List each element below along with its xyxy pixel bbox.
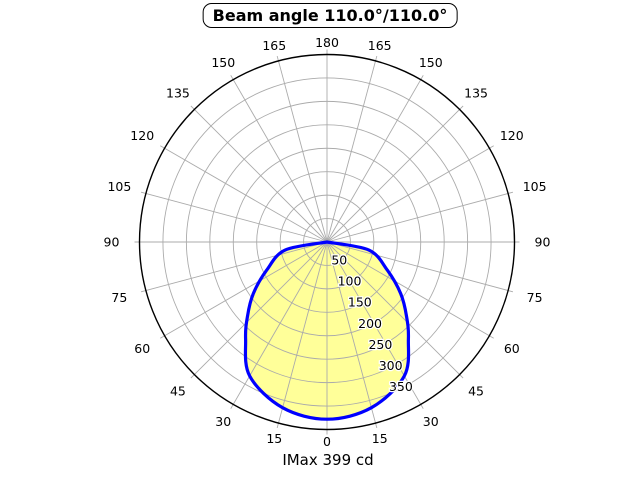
polar-grid-spoke <box>326 75 424 243</box>
angle-tick-label: 165 <box>262 38 286 53</box>
polar-grid-spoke <box>326 55 378 243</box>
radial-tick-label: 200 <box>358 316 382 331</box>
angle-tick-label: 30 <box>215 414 231 429</box>
polar-grid-spoke <box>190 105 328 243</box>
polar-grid-spoke <box>140 191 328 243</box>
angle-tick-label: 120 <box>500 128 524 143</box>
angle-tick-label: 135 <box>464 85 488 100</box>
angle-tick-label: 120 <box>130 128 154 143</box>
radial-tick-label: 300 <box>379 358 403 373</box>
angle-tick-label: 60 <box>134 341 150 356</box>
angle-tick-label: 105 <box>523 179 547 194</box>
polar-grid-spoke <box>160 241 328 339</box>
angle-tick-label: 45 <box>170 384 186 399</box>
polar-grid-spoke <box>140 241 328 293</box>
polar-grid-spoke <box>230 75 328 243</box>
angle-tick-label: 0 <box>323 434 331 449</box>
angle-tick-label: 30 <box>423 414 439 429</box>
angle-tick-label: 75 <box>527 290 543 305</box>
angle-tick-label: 45 <box>468 384 484 399</box>
outer-circle <box>138 53 516 431</box>
polar-grid-spoke <box>276 55 328 243</box>
angle-tick-label: 135 <box>166 85 190 100</box>
polar-grid-spoke <box>326 145 494 243</box>
beam-curve <box>243 240 411 421</box>
polar-grid-spoke <box>326 241 494 339</box>
polar-grid-spoke <box>276 241 328 429</box>
imax-label: IMax 399 cd <box>282 451 374 469</box>
angle-tick-label: 60 <box>504 341 520 356</box>
angle-tick-label: 105 <box>107 179 131 194</box>
angle-tick-label: 90 <box>535 235 551 250</box>
radial-tick-label: 350 <box>389 379 413 394</box>
polar-grid-spoke <box>230 241 328 409</box>
radial-tick-label: 100 <box>338 274 362 289</box>
polar-grid-spoke <box>326 191 514 243</box>
polar-grid-spoke <box>326 241 424 409</box>
radial-tick-label: 250 <box>368 337 392 352</box>
angle-tick-label: 150 <box>419 55 443 70</box>
angle-tick-label: 15 <box>372 431 388 446</box>
angle-tick-label: 90 <box>104 235 120 250</box>
angle-tick-label: 15 <box>266 431 282 446</box>
angle-tick-label: 165 <box>368 38 392 53</box>
angle-tick-label: 150 <box>211 55 235 70</box>
polar-grid-spoke <box>160 145 328 243</box>
polar-grid-spoke <box>326 241 378 429</box>
radial-tick-label: 150 <box>348 295 372 310</box>
polar-grid-spoke <box>326 241 464 379</box>
radial-tick-label: 50 <box>331 253 347 268</box>
polar-grid-spoke <box>190 241 328 379</box>
chart-title: Beam angle 110.0°/110.0° <box>202 3 458 28</box>
polar-grid-spoke <box>326 105 464 243</box>
angle-tick-label: 180 <box>315 35 339 50</box>
angle-tick-label: 75 <box>111 290 127 305</box>
polar-grid-spoke <box>326 241 514 293</box>
